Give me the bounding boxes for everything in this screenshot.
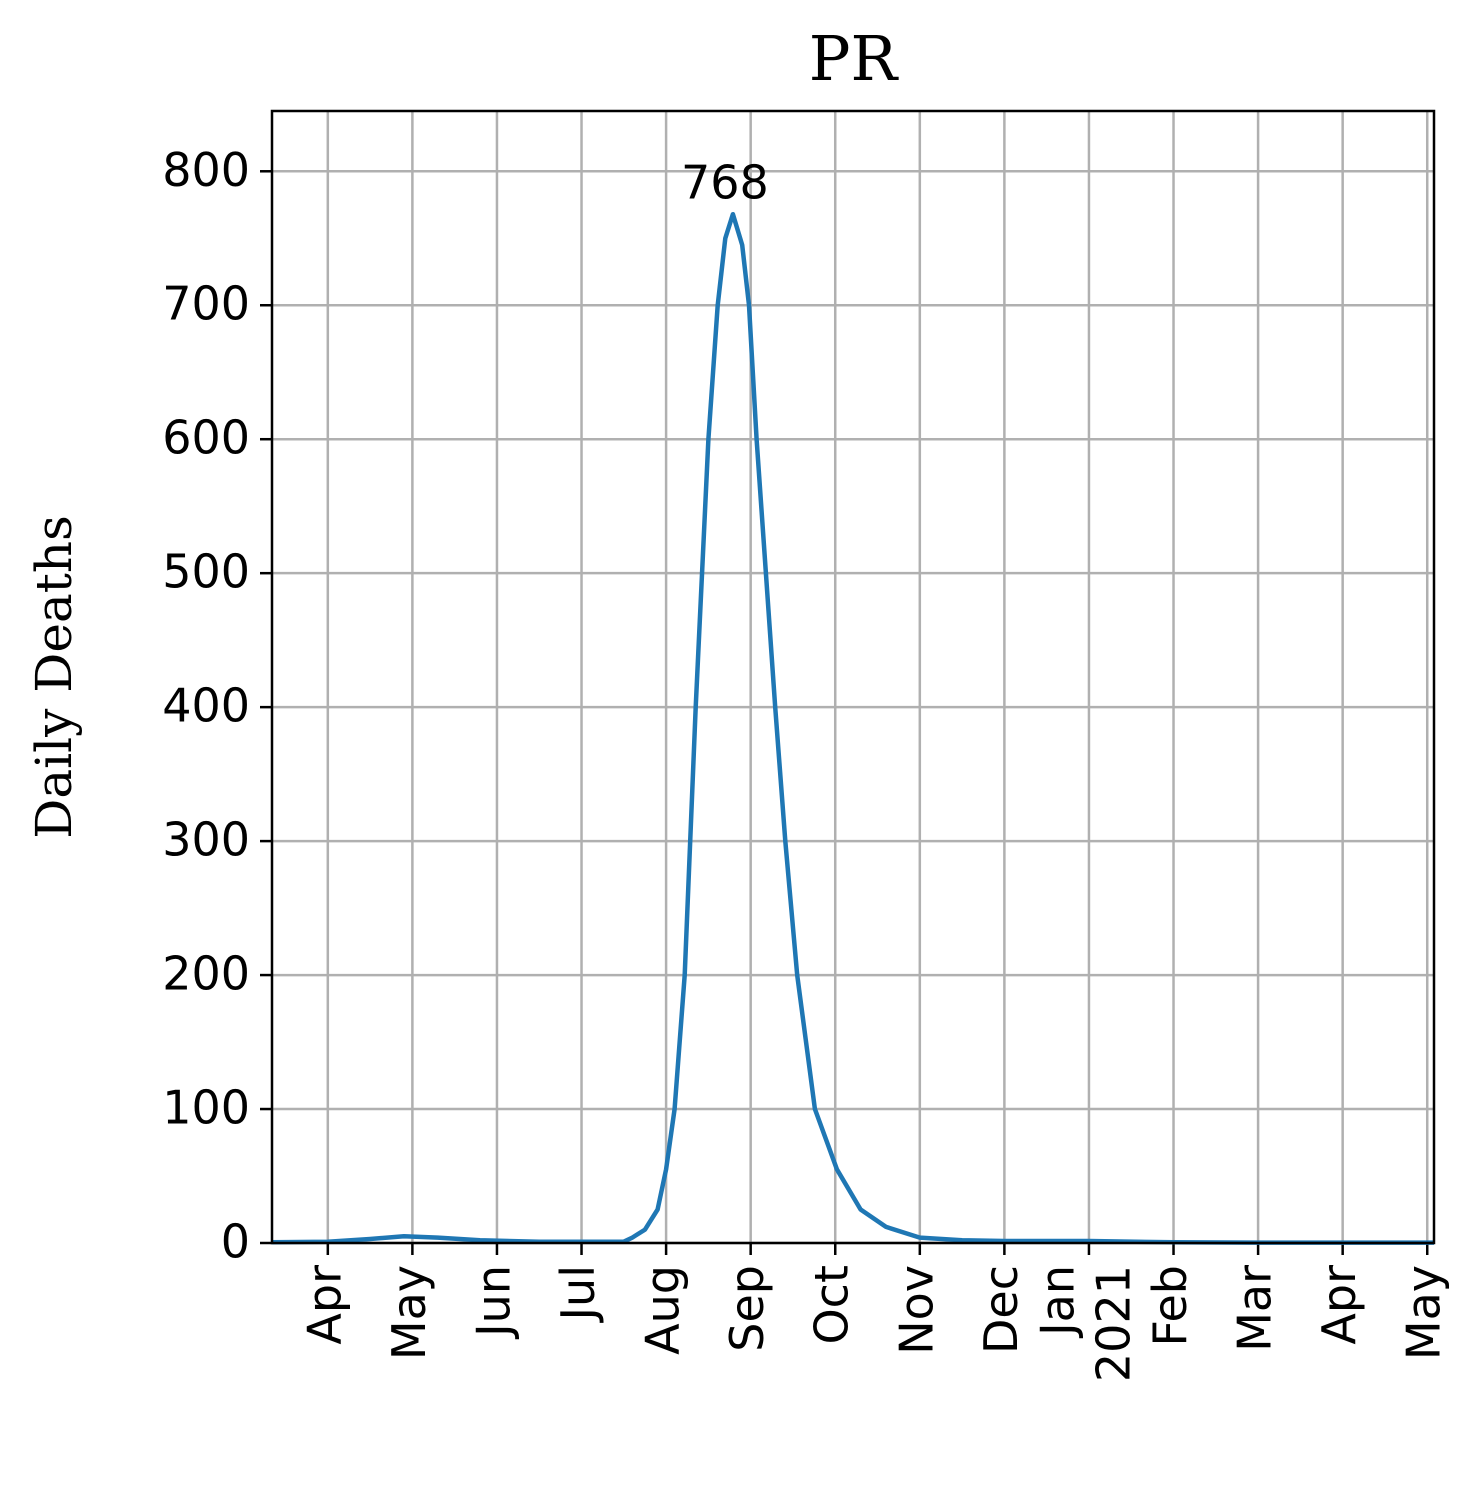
x-tick-label: Apr (297, 1265, 351, 1345)
peak-label: 768 (681, 156, 769, 210)
x-tick-label: Apr (1312, 1265, 1366, 1345)
x-tick-label: Jul (551, 1265, 605, 1324)
y-tick-label: 500 (162, 545, 250, 599)
y-tick-label: 800 (162, 143, 250, 197)
x-tick-label: Mar (1228, 1265, 1282, 1352)
x-tick-label: Jan (1030, 1265, 1084, 1339)
data-line (271, 211, 1434, 1245)
y-tick-label: 300 (162, 813, 250, 867)
y-axis-label: Daily Deaths (25, 515, 83, 838)
x-tick-label: Nov (889, 1265, 943, 1355)
x-tick-label: Jun (466, 1265, 520, 1340)
plot-frame (270, 109, 1436, 1245)
x-tick-label: May (1397, 1265, 1451, 1360)
y-tick-label: 400 (162, 679, 250, 733)
y-tick-label: 0 (221, 1215, 250, 1269)
y-tick-label: 100 (162, 1081, 250, 1135)
x-tick-label: Dec (974, 1265, 1028, 1354)
y-tick-label: 600 (162, 411, 250, 465)
x-tick-label: Sep (720, 1265, 774, 1352)
y-tick-label: 700 (162, 277, 250, 331)
x-tick-label: Oct (805, 1265, 859, 1345)
x-tick-label: Feb (1143, 1265, 1197, 1346)
y-tick-label: 200 (162, 947, 250, 1001)
chart-title: PR (809, 22, 900, 95)
x-tick-label: May (382, 1265, 436, 1360)
x-tick-sublabel: 2021 (1086, 1265, 1140, 1382)
x-tick-label: Aug (636, 1265, 690, 1355)
